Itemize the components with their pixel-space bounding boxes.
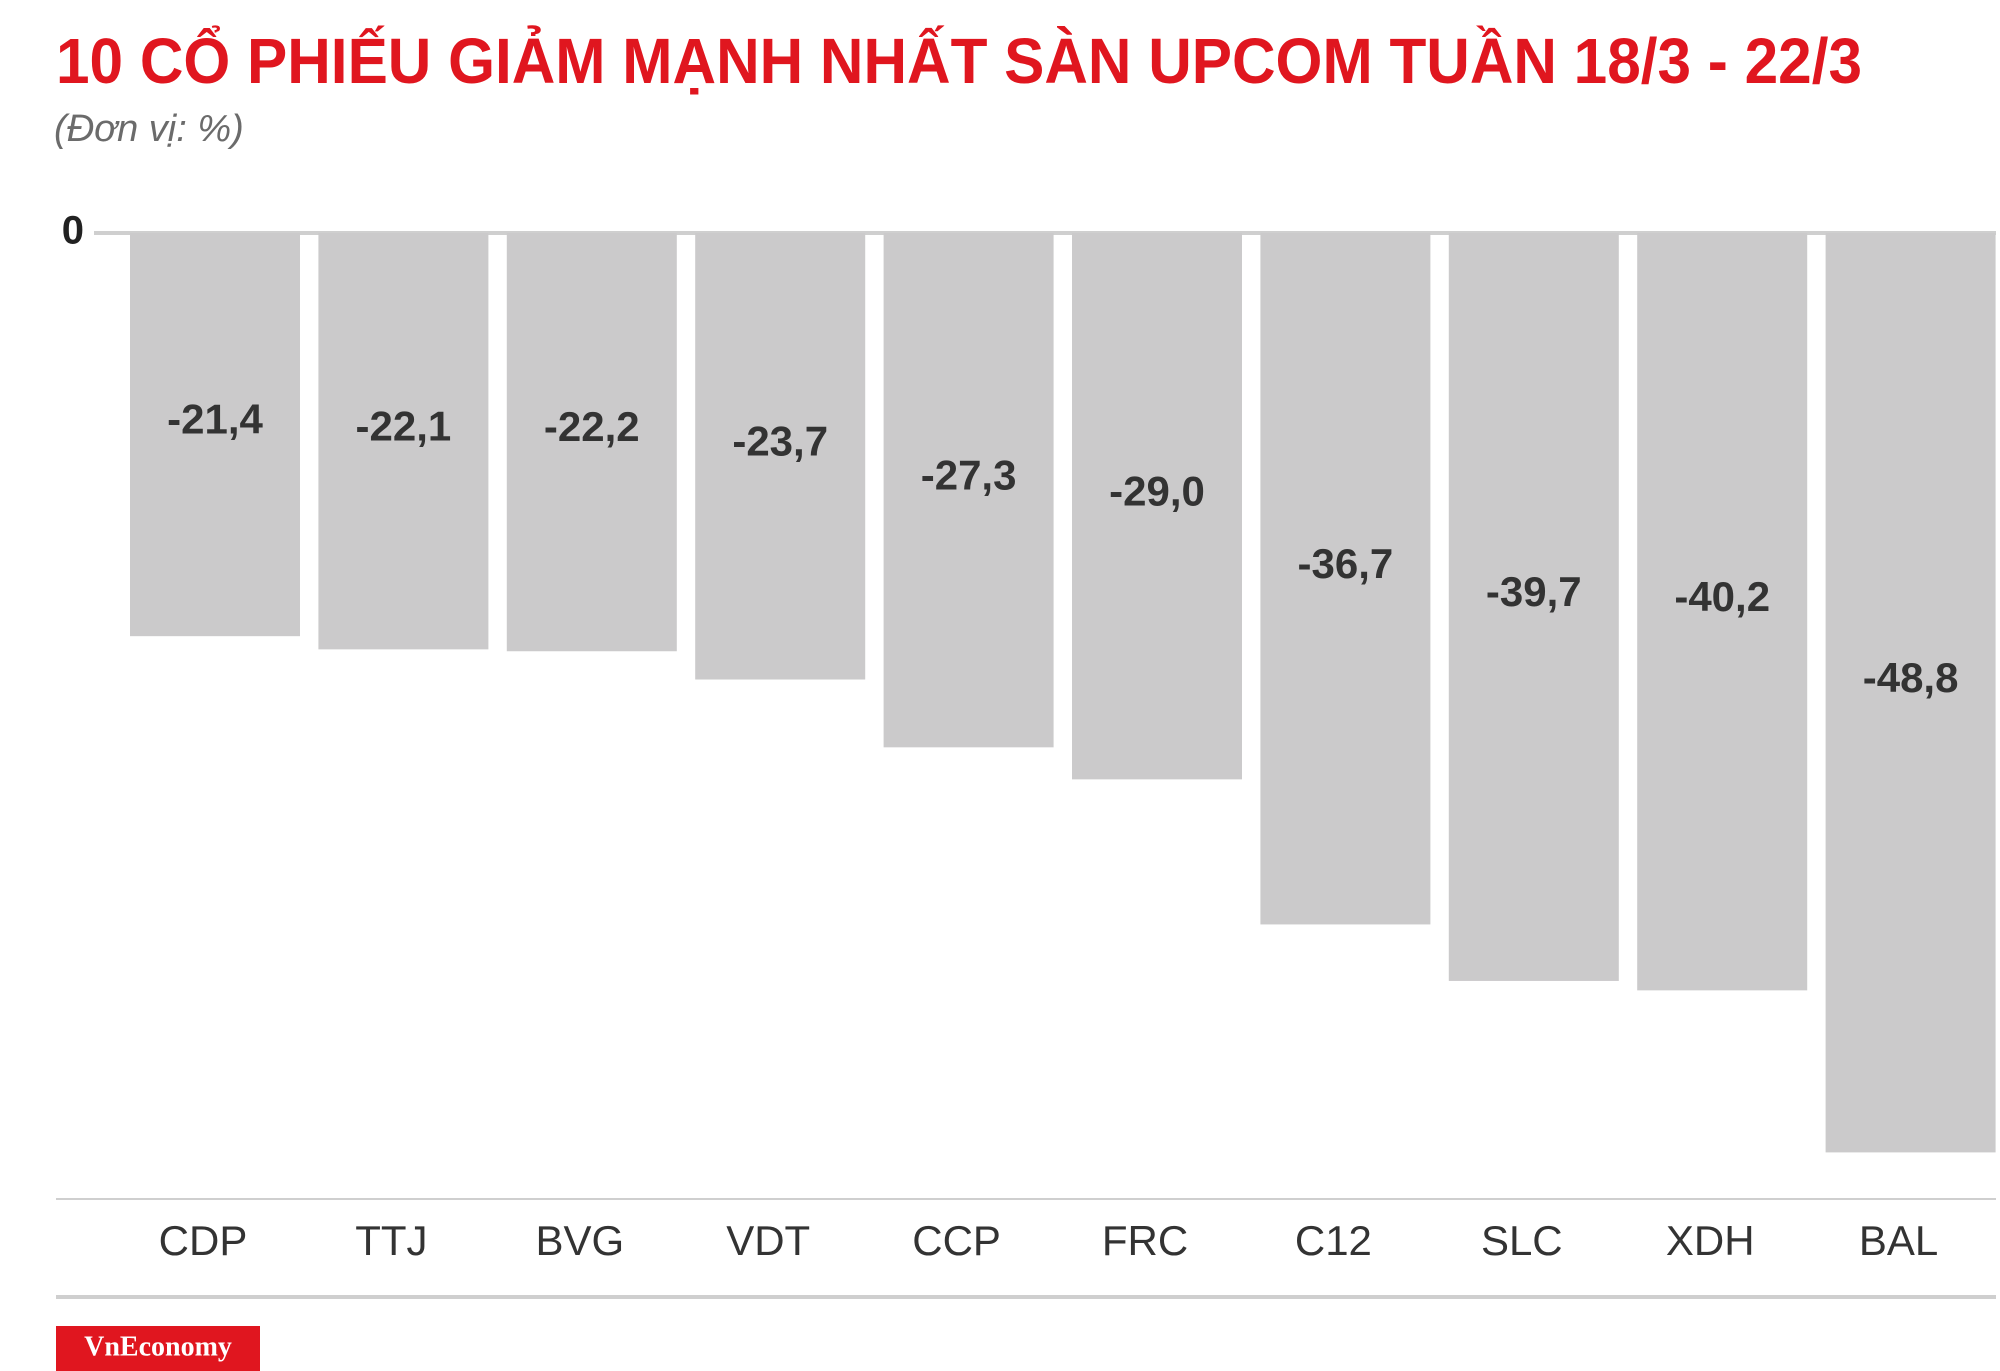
bar bbox=[506, 233, 677, 652]
x-tick-label: C12 bbox=[1295, 1217, 1372, 1264]
x-tick-label: CCP bbox=[912, 1217, 1001, 1264]
value-label: -29,0 bbox=[1109, 467, 1205, 514]
x-tick-label: TTJ bbox=[355, 1217, 427, 1264]
x-tick-label: XDH bbox=[1666, 1217, 1755, 1264]
bar bbox=[1260, 233, 1431, 925]
bar bbox=[318, 233, 489, 650]
x-tick-label: FRC bbox=[1102, 1217, 1188, 1264]
value-label: -27,3 bbox=[921, 451, 1017, 498]
bar bbox=[695, 233, 866, 680]
y-tick-label: 0 bbox=[62, 209, 84, 253]
value-label: -36,7 bbox=[1298, 540, 1394, 587]
logo-box bbox=[56, 1326, 260, 1371]
value-label: -23,7 bbox=[732, 417, 828, 464]
chart-title: 10 CỔ PHIẾU GIẢM MẠNH NHẤT SÀN UPCOM TUẦ… bbox=[56, 24, 1862, 97]
value-label: -39,7 bbox=[1486, 568, 1582, 615]
x-tick-label: SLC bbox=[1481, 1217, 1563, 1264]
bar bbox=[1072, 233, 1242, 780]
x-tick-label: CDP bbox=[159, 1217, 248, 1264]
value-label: -48,8 bbox=[1863, 654, 1959, 701]
x-tick-label: BAL bbox=[1859, 1217, 1938, 1264]
value-label: -22,1 bbox=[356, 402, 452, 449]
bar bbox=[883, 233, 1054, 748]
x-tick-label: BVG bbox=[535, 1217, 624, 1264]
logo: VnEconomy bbox=[84, 1331, 232, 1362]
bar bbox=[1825, 233, 1996, 1153]
value-label: -22,2 bbox=[544, 403, 640, 450]
x-tick-label: VDT bbox=[726, 1217, 810, 1264]
chart-subtitle: (Đơn vị: %) bbox=[54, 108, 244, 150]
bar bbox=[1637, 233, 1808, 991]
bar bbox=[1448, 233, 1619, 981]
value-label: -40,2 bbox=[1674, 573, 1770, 620]
value-label: -21,4 bbox=[167, 396, 263, 443]
bar bbox=[130, 233, 300, 637]
